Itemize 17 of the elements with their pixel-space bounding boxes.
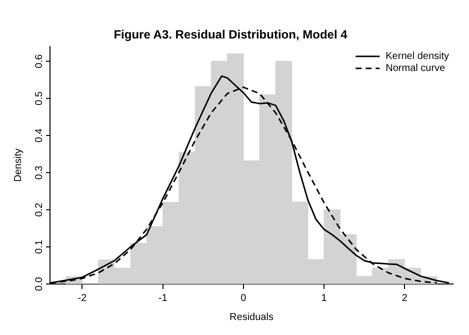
x-tick-label: 1 [321, 292, 328, 304]
x-tick-label: 0 [240, 292, 247, 304]
x-tick-label: 2 [402, 292, 408, 304]
x-tick-label: -1 [158, 292, 168, 304]
y-tick-label: 0.2 [34, 202, 45, 217]
chart-title: Figure A3. Residual Distribution, Model 4 [114, 28, 348, 42]
x-tick-label: -2 [78, 292, 88, 304]
y-tick-label: 0.6 [34, 54, 45, 68]
legend-label: Normal curve [386, 63, 446, 74]
y-tick-label: 0.0 [34, 276, 45, 291]
y-axis-title: Density [12, 148, 24, 182]
y-tick-label: 0.1 [34, 239, 45, 254]
x-axis-title: Residuals [230, 312, 274, 323]
y-tick-label: 0.5 [34, 90, 45, 106]
y-tick-label: 0.4 [34, 128, 45, 142]
y-tick-label: 0.3 [34, 165, 45, 180]
legend-label: Kernel density [386, 51, 450, 62]
